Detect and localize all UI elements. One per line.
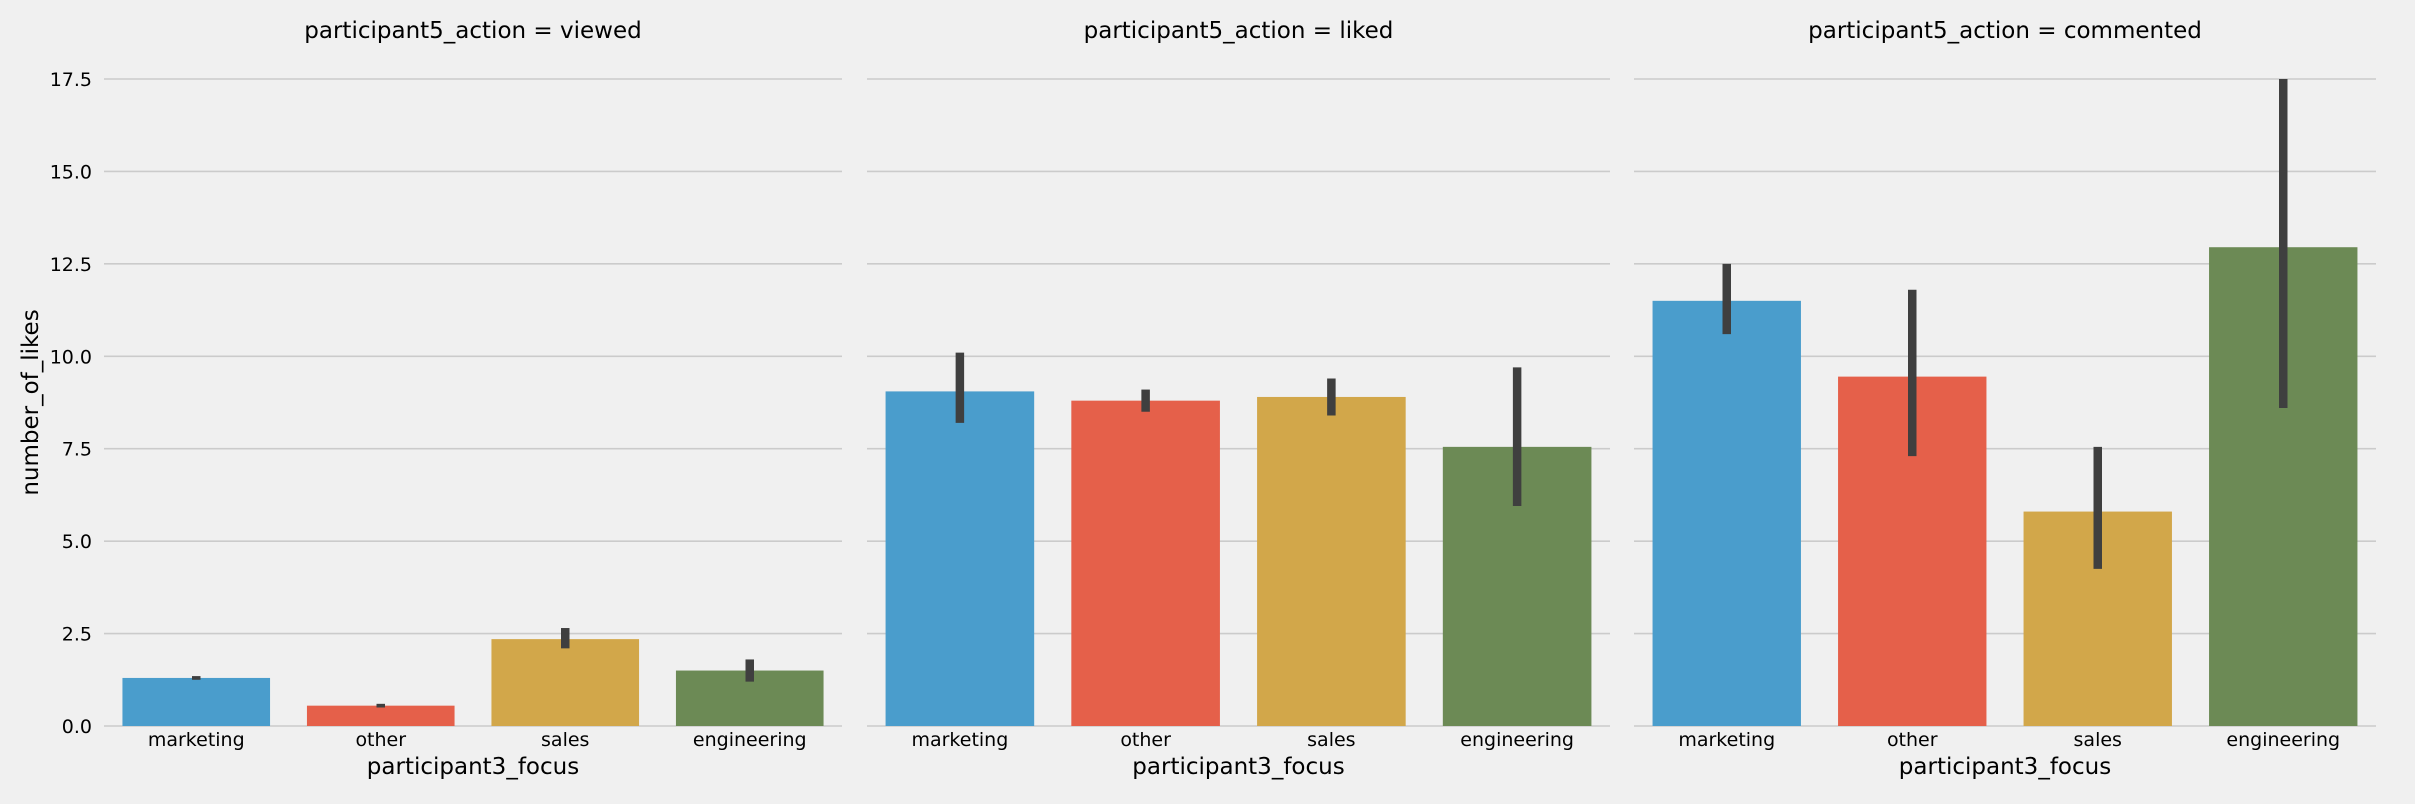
bar [1652, 300, 1801, 726]
y-tick-label: 2.5 [62, 624, 92, 646]
bar [885, 391, 1035, 726]
x-axis-label: participant3_focus [1899, 754, 2111, 780]
x-axis-label: participant3_focus [367, 754, 579, 780]
bar [1257, 396, 1406, 726]
bar [491, 639, 640, 726]
y-tick-label: 0.0 [62, 716, 92, 738]
x-tick-label: sales [2074, 729, 2122, 751]
x-tick-label: engineering [1460, 729, 1574, 751]
x-tick-label: sales [541, 729, 589, 751]
y-tick-label: 12.5 [50, 254, 92, 276]
y-tick-label: 7.5 [62, 439, 92, 461]
x-axis-label: participant3_focus [1132, 754, 1344, 780]
bar [306, 705, 455, 726]
x-tick-label: other [355, 729, 406, 751]
y-tick-label: 17.5 [50, 69, 92, 91]
x-tick-label: other [1120, 729, 1171, 751]
bar [1071, 400, 1220, 726]
x-tick-label: marketing [1678, 729, 1775, 751]
facet-title: participant5_action = viewed [304, 18, 641, 44]
y-axis-label: number_of_likes [18, 309, 44, 495]
y-tick-label: 5.0 [62, 531, 92, 553]
x-tick-label: marketing [148, 729, 245, 751]
x-tick-label: engineering [2226, 729, 2340, 751]
x-tick-label: marketing [911, 729, 1008, 751]
x-tick-label: other [1887, 729, 1938, 751]
y-tick-label: 10.0 [50, 346, 92, 368]
facet-title: participant5_action = commented [1808, 18, 2202, 44]
x-tick-label: sales [1307, 729, 1355, 751]
facet-title: participant5_action = liked [1084, 18, 1394, 44]
y-tick-label: 15.0 [50, 161, 92, 183]
x-tick-label: engineering [693, 729, 807, 751]
bar [122, 677, 271, 726]
